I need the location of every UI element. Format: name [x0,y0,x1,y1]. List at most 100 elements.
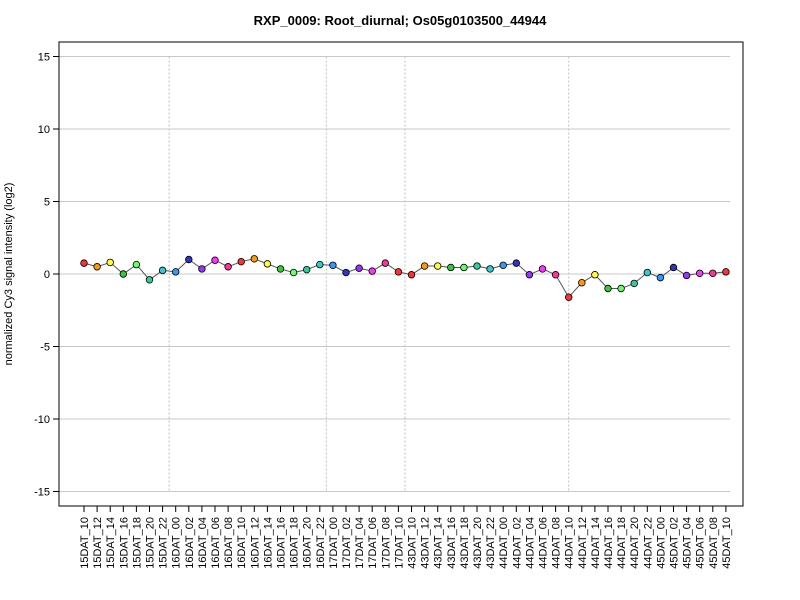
data-point [145,276,154,284]
data-point [198,265,206,273]
x-tick-label: 16DAT_00 [171,517,183,569]
x-tick-label: 15DAT_16 [118,517,130,569]
x-tick-label: 45DAT_02 [669,517,681,569]
data-point [486,265,494,273]
grid [59,56,730,492]
data-point [381,259,389,267]
data-point [132,260,141,269]
y-tick-label: 15 [38,52,50,64]
x-tick-label: 15DAT_20 [145,517,157,569]
x-tick-label: 43DAT_12 [420,517,432,569]
x-tick-label: 16DAT_18 [289,517,301,569]
x-tick-label: 43DAT_22 [485,517,497,569]
x-tick-label: 16DAT_12 [249,517,261,569]
series [80,255,730,301]
data-point [289,268,298,277]
x-tick-label: 16DAT_02 [184,517,196,569]
x-tick-label: 17DAT_06 [367,517,379,569]
data-point [696,269,704,277]
x-tick-label: 44DAT_12 [577,517,589,569]
data-point [499,261,507,269]
data-point [237,257,245,266]
y-tick-label: 10 [38,124,50,136]
x-tick-label: 43DAT_18 [459,517,471,569]
data-point [158,266,167,275]
data-point [512,259,520,267]
data-point [434,262,442,270]
data-point [368,267,376,275]
data-point [171,268,180,276]
data-point [565,293,573,301]
x-tick-label: 16DAT_08 [223,517,235,569]
data-point [591,271,599,279]
data-point [551,271,560,279]
x-tick-label: 16DAT_20 [302,517,314,569]
data-point [80,259,88,267]
data-point [93,263,101,271]
x-tick-label: 44DAT_06 [538,517,550,569]
chart-title: RXP_0009: Root_diurnal; Os05g0103500_449… [254,13,547,28]
data-point [722,268,730,276]
x-tick-label: 17DAT_10 [393,517,405,569]
y-axis-label: normalized Cy3 signal intensity (log2) [3,183,15,366]
x-tick-label: 44DAT_22 [642,517,654,569]
data-point [355,264,363,272]
x-tick-label: 17DAT_08 [380,517,392,569]
x-tick-label: 16DAT_06 [210,517,222,569]
x-tick-label: 44DAT_10 [564,517,576,569]
x-tick-label: 45DAT_04 [682,517,694,569]
data-point [473,262,481,270]
data-point [250,255,258,263]
x-tick-label: 43DAT_14 [433,517,445,569]
data-point [617,284,625,293]
x-tick-label: 43DAT_10 [407,517,419,569]
x-tick-label: 17DAT_02 [341,517,353,569]
x-tick-label: 15DAT_22 [158,517,170,569]
data-point [119,270,127,278]
data-point [185,255,193,264]
x-tick-label: 44DAT_18 [616,517,628,569]
data-point [525,271,534,279]
x-tick-label: 43DAT_16 [446,517,458,569]
data-point [578,279,586,287]
x-tick-label: 45DAT_10 [721,517,733,569]
data-point [538,265,547,273]
x-tick-label: 16DAT_04 [197,517,209,569]
data-point [643,268,651,277]
x-tick-label: 44DAT_04 [524,517,536,569]
data-point [709,269,717,277]
y-tick-label: 5 [44,197,50,209]
x-tick-label: 15DAT_18 [131,517,143,569]
data-point [407,271,416,279]
x-tick-label: 45DAT_08 [708,517,720,569]
x-tick-label: 16DAT_14 [262,517,274,569]
data-point [420,262,429,270]
x-tick-label: 17DAT_04 [354,517,366,569]
data-point [394,268,403,276]
data-point [211,256,219,264]
data-point [460,263,468,272]
x-tick-label: 15DAT_12 [92,517,104,569]
data-point [276,265,285,273]
x-tick-label: 16DAT_16 [276,517,288,569]
x-tick-label: 45DAT_06 [695,517,707,569]
y-tick-label: 0 [44,269,50,281]
data-point [669,263,678,272]
data-point [329,261,337,269]
x-tick-label: 44DAT_20 [629,517,641,569]
x-tick-label: 44DAT_00 [498,517,510,569]
x-tick-label: 44DAT_14 [590,517,602,569]
y-tick-label: -15 [34,487,50,499]
data-point [447,263,455,272]
data-point [342,268,350,277]
data-point [106,258,114,267]
x-tick-label: 17DAT_00 [328,517,340,569]
data-point [316,260,324,269]
y-axis: 15 10 5 0 -5 -10 -15 [34,52,60,499]
data-point [604,284,612,293]
separators [168,56,570,492]
data-point [303,265,311,274]
data-point [656,273,665,282]
x-tick-label: 15DAT_14 [105,517,117,569]
y-tick-label: -5 [40,342,50,354]
